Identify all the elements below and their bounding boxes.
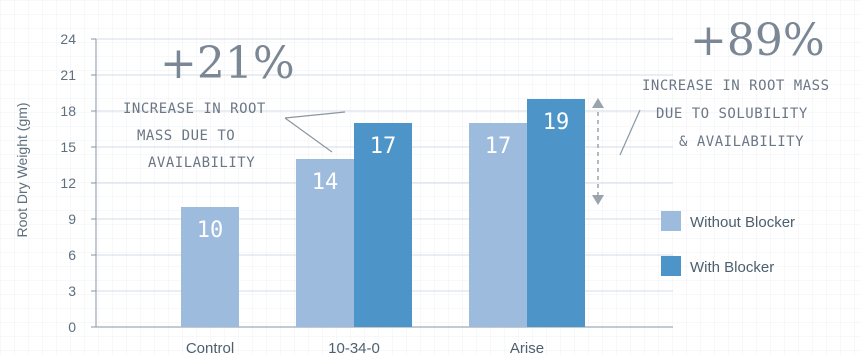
y-tick-label-9: 9 — [68, 211, 76, 227]
legend-label-with-blocker: With Blocker — [690, 259, 774, 276]
annotation-left-percent: +21% — [160, 38, 295, 89]
annotation-right-pointer — [619, 109, 641, 156]
annotation-left-line-1: INCREASE IN ROOT — [123, 101, 266, 117]
legend-label-without-blocker: Without Blocker — [690, 214, 795, 231]
x-tick-label-arise: Arise — [510, 340, 544, 355]
category-labels: Control 10-34-0 Arise — [186, 340, 544, 355]
bar-10-34-0-with-blocker — [354, 123, 412, 327]
data-labels: 10 14 17 17 19 — [197, 110, 570, 243]
bar-10-34-0-without-blocker — [296, 159, 354, 327]
annotation-right-line-2: DUE TO SOLUBILITY — [656, 106, 808, 122]
annotation-left-arrow — [284, 117, 333, 153]
annotation-left-arrow-branch — [284, 111, 346, 119]
annotation-right-percent: +89% — [690, 15, 825, 66]
legend: Without Blocker With Blocker — [661, 211, 795, 276]
bar-control-without-blocker — [181, 207, 239, 327]
annotation-left: +21% INCREASE IN ROOT MASS DUE TO AVAILA… — [123, 38, 346, 171]
data-label-10-34-0-with-blocker: 17 — [370, 134, 397, 159]
y-tick-label-3: 3 — [68, 283, 76, 299]
y-tick-label-18: 18 — [60, 103, 76, 119]
bar-arise-without-blocker — [469, 123, 527, 327]
y-tick-label-6: 6 — [68, 247, 76, 263]
y-tick-label-21: 21 — [60, 67, 76, 83]
annotation-left-line-2: MASS DUE TO — [137, 128, 235, 144]
annotation-left-line-3: AVAILABILITY — [148, 155, 255, 171]
data-label-arise-with-blocker: 19 — [543, 110, 570, 135]
data-label-control-without-blocker: 10 — [197, 218, 224, 243]
y-axis: 0 3 6 9 12 15 18 21 24 — [60, 31, 673, 335]
annotation-right-line-1: INCREASE IN ROOT MASS — [642, 78, 830, 94]
annotation-right: +89% INCREASE IN ROOT MASS DUE TO SOLUBI… — [592, 15, 830, 205]
y-tick-label-24: 24 — [60, 31, 76, 47]
y-tick-label-15: 15 — [60, 139, 76, 155]
y-axis-label: Root Dry Weight (gm) — [14, 102, 30, 237]
difference-arrow-head-up — [592, 98, 604, 108]
legend-swatch-with-blocker — [661, 256, 681, 276]
x-tick-label-control: Control — [186, 340, 234, 355]
y-tick-label-0: 0 — [68, 319, 76, 335]
data-label-10-34-0-without-blocker: 14 — [312, 170, 339, 195]
bar-arise-with-blocker — [527, 99, 585, 327]
annotation-right-line-3: & AVAILABILITY — [679, 134, 804, 150]
y-tick-label-12: 12 — [60, 175, 76, 191]
difference-arrow-head-down — [592, 195, 604, 205]
bars — [181, 99, 585, 327]
x-tick-label-10-34-0: 10-34-0 — [328, 340, 380, 355]
legend-swatch-without-blocker — [661, 211, 681, 231]
data-label-arise-without-blocker: 17 — [485, 134, 512, 159]
